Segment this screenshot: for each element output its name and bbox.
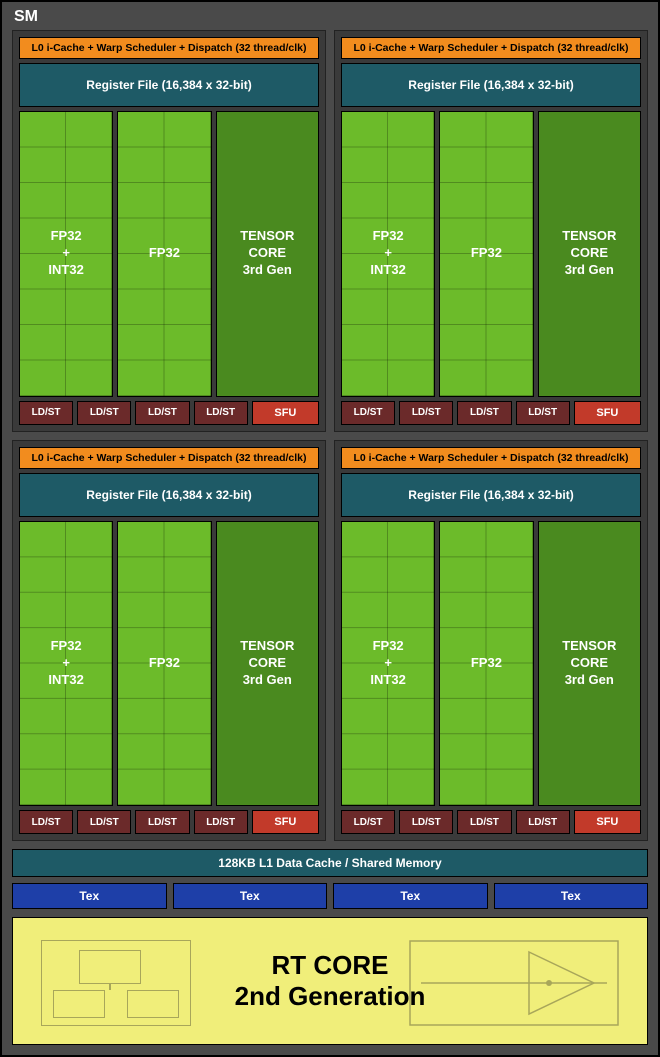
ldst-row: LD/ST LD/ST LD/ST LD/ST SFU [341, 810, 641, 834]
ldst-row: LD/ST LD/ST LD/ST LD/ST SFU [19, 401, 319, 425]
fp32-block: FP32 [117, 111, 211, 397]
ldst-unit: LD/ST [77, 401, 131, 425]
warp-scheduler: L0 i-Cache + Warp Scheduler + Dispatch (… [341, 447, 641, 469]
ldst-unit: LD/ST [135, 810, 189, 834]
ldst-unit: LD/ST [516, 401, 570, 425]
ldst-unit: LD/ST [135, 401, 189, 425]
ldst-unit: LD/ST [194, 810, 248, 834]
ldst-unit: LD/ST [457, 810, 511, 834]
ldst-row: LD/ST LD/ST LD/ST LD/ST SFU [19, 810, 319, 834]
fp32-block: FP32 [439, 111, 533, 397]
warp-scheduler: L0 i-Cache + Warp Scheduler + Dispatch (… [19, 37, 319, 59]
sfu-unit: SFU [252, 810, 319, 834]
tex-row: Tex Tex Tex Tex [12, 883, 648, 909]
sfu-unit: SFU [252, 401, 319, 425]
fp32-int32-block: FP32 + INT32 [19, 111, 113, 397]
partition-grid: L0 i-Cache + Warp Scheduler + Dispatch (… [12, 30, 648, 841]
register-file: Register File (16,384 x 32-bit) [19, 63, 319, 107]
rt-core-label: RT CORE 2nd Generation [235, 950, 426, 1012]
sfu-unit: SFU [574, 401, 641, 425]
tex-unit: Tex [12, 883, 167, 909]
sm-container: SM L0 i-Cache + Warp Scheduler + Dispatc… [0, 0, 660, 1057]
tensor-core: TENSOR CORE 3rd Gen [538, 111, 641, 397]
tex-unit: Tex [333, 883, 488, 909]
fp32-block: FP32 [117, 521, 211, 807]
fp32-int32-block: FP32 + INT32 [341, 111, 435, 397]
sm-partition: L0 i-Cache + Warp Scheduler + Dispatch (… [334, 440, 648, 842]
core-row: FP32 + INT32 FP32 TENSOR CORE 3rd Gen [19, 521, 319, 807]
core-row: FP32 + INT32 FP32 TENSOR CORE 3rd Gen [341, 111, 641, 397]
core-row: FP32 + INT32 FP32 TENSOR CORE 3rd Gen [341, 521, 641, 807]
sfu-unit: SFU [574, 810, 641, 834]
l1-cache: 128KB L1 Data Cache / Shared Memory [12, 849, 648, 877]
bvh-icon [41, 940, 191, 1026]
register-file: Register File (16,384 x 32-bit) [341, 473, 641, 517]
warp-scheduler: L0 i-Cache + Warp Scheduler + Dispatch (… [19, 447, 319, 469]
ray-triangle-icon [409, 940, 619, 1026]
tensor-core: TENSOR CORE 3rd Gen [538, 521, 641, 807]
ldst-unit: LD/ST [341, 810, 395, 834]
register-file: Register File (16,384 x 32-bit) [19, 473, 319, 517]
ldst-unit: LD/ST [194, 401, 248, 425]
warp-scheduler: L0 i-Cache + Warp Scheduler + Dispatch (… [341, 37, 641, 59]
ldst-unit: LD/ST [341, 401, 395, 425]
fp32-int32-block: FP32 + INT32 [19, 521, 113, 807]
ldst-unit: LD/ST [399, 401, 453, 425]
fp32-block: FP32 [439, 521, 533, 807]
tex-unit: Tex [173, 883, 328, 909]
ldst-unit: LD/ST [516, 810, 570, 834]
rt-core: RT CORE 2nd Generation [12, 917, 648, 1045]
sm-partition: L0 i-Cache + Warp Scheduler + Dispatch (… [334, 30, 648, 432]
ldst-unit: LD/ST [77, 810, 131, 834]
tensor-core: TENSOR CORE 3rd Gen [216, 521, 319, 807]
register-file: Register File (16,384 x 32-bit) [341, 63, 641, 107]
ldst-unit: LD/ST [19, 810, 73, 834]
ldst-unit: LD/ST [399, 810, 453, 834]
sm-title: SM [12, 8, 648, 26]
core-row: FP32 + INT32 FP32 TENSOR CORE 3rd Gen [19, 111, 319, 397]
sm-partition: L0 i-Cache + Warp Scheduler + Dispatch (… [12, 30, 326, 432]
sm-partition: L0 i-Cache + Warp Scheduler + Dispatch (… [12, 440, 326, 842]
ldst-unit: LD/ST [19, 401, 73, 425]
ldst-row: LD/ST LD/ST LD/ST LD/ST SFU [341, 401, 641, 425]
tensor-core: TENSOR CORE 3rd Gen [216, 111, 319, 397]
fp32-int32-block: FP32 + INT32 [341, 521, 435, 807]
ldst-unit: LD/ST [457, 401, 511, 425]
tex-unit: Tex [494, 883, 649, 909]
